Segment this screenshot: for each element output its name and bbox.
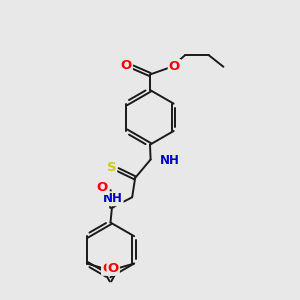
Text: O: O [108, 262, 119, 275]
Text: O: O [169, 60, 180, 73]
Text: S: S [106, 161, 116, 174]
Text: NH: NH [103, 192, 123, 205]
Text: O: O [121, 59, 132, 72]
Text: NH: NH [160, 154, 179, 166]
Text: O: O [97, 181, 108, 194]
Text: O: O [102, 262, 113, 275]
